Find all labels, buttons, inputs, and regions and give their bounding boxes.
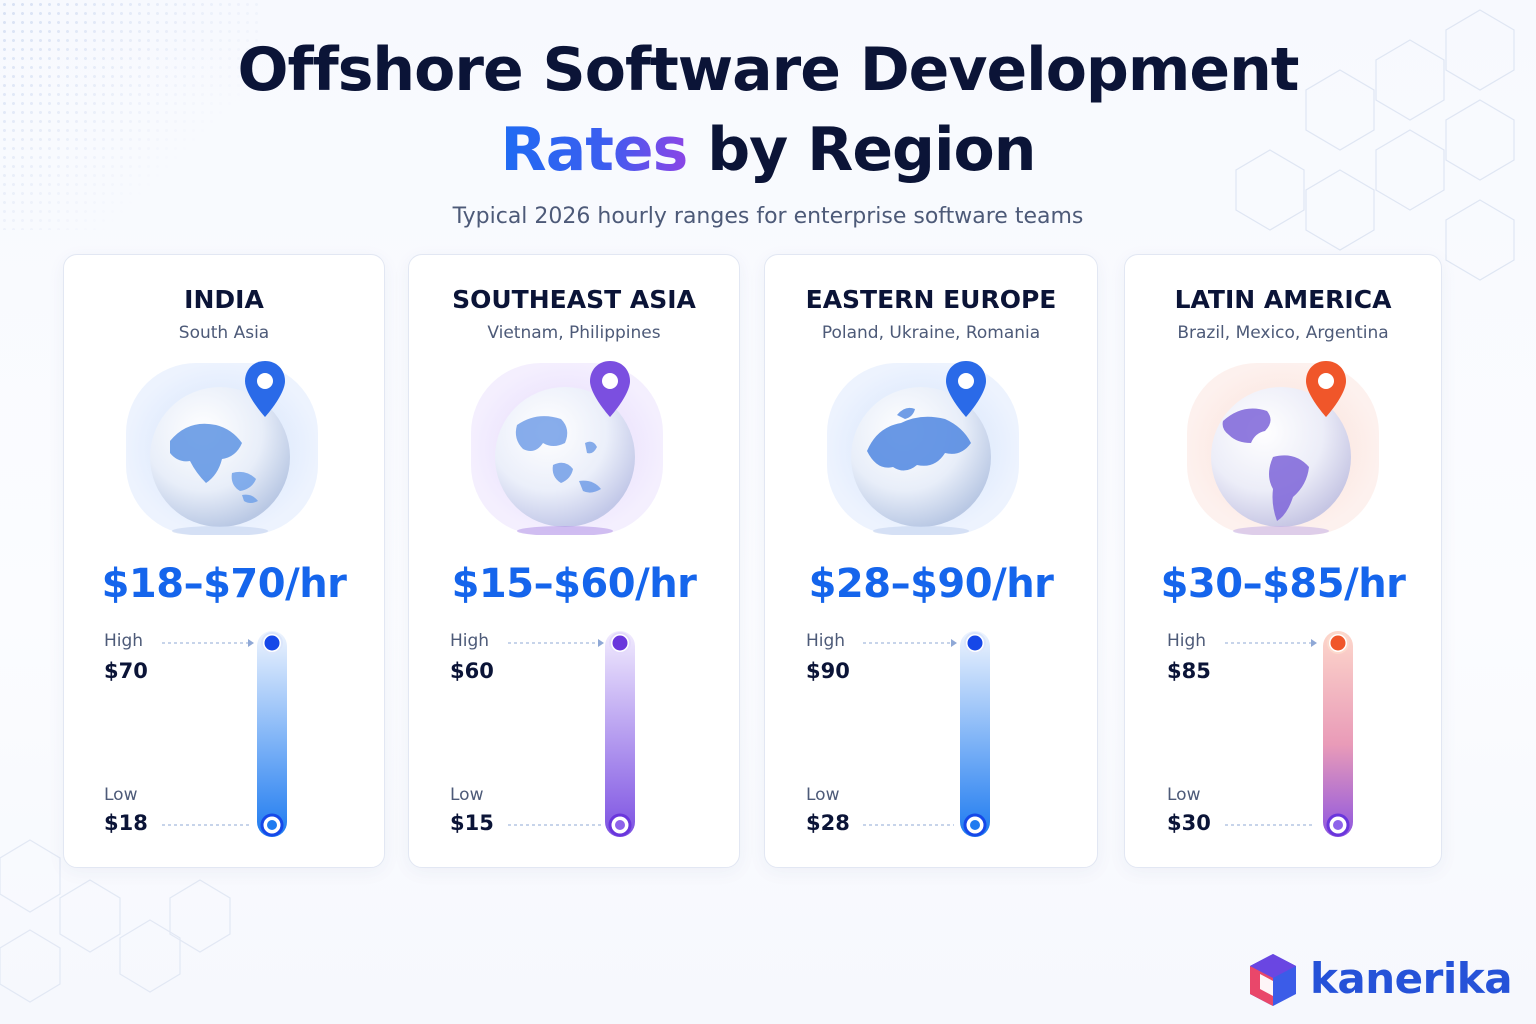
high-label: High [450, 631, 490, 651]
globe-southeast-asia-icon [467, 355, 667, 536]
range-bar-chart [162, 631, 287, 837]
range-bar-chart [863, 631, 990, 837]
globe-asia-icon [122, 355, 322, 536]
brand-logo: kanerika [1246, 952, 1513, 1012]
range-bar-chart [508, 631, 635, 837]
region-card-latin-america: LATIN AMERICA Brazil, Mexico, Argentina … [1124, 254, 1442, 868]
kanerika-cube-logo [1250, 954, 1296, 1006]
high-label: High [1167, 631, 1207, 651]
rate-range-label: $15–$60/hr [451, 561, 697, 607]
globe-europe-icon [823, 355, 1023, 536]
high-value: $90 [806, 659, 850, 683]
hexagon-pattern-top-right [1235, 9, 1515, 281]
range-bar-chart [1225, 631, 1353, 837]
hexagon-pattern-bottom-left [0, 839, 231, 1003]
high-label: High [806, 631, 846, 651]
low-label: Low [450, 785, 484, 805]
region-card-india: INDIA South Asia $18–$70/hr High $70 Low… [63, 254, 385, 868]
range-bar [257, 631, 287, 837]
region-name: SOUTHEAST ASIA [452, 285, 696, 314]
region-name: LATIN AMERICA [1174, 285, 1392, 314]
map-pin-icon [946, 361, 986, 417]
map-pin-icon [590, 361, 630, 417]
low-label: Low [104, 785, 138, 805]
brand-name: kanerika [1310, 954, 1513, 1003]
region-card-southeast-asia: SOUTHEAST ASIA Vietnam, Philippines $15–… [408, 254, 740, 868]
map-pin-icon [245, 361, 285, 417]
page-title-line1: Offshore Software Development [237, 35, 1300, 105]
range-bar [960, 631, 990, 837]
high-value: $85 [1167, 659, 1211, 683]
range-bar [1323, 631, 1353, 837]
page-subtitle: Typical 2026 hourly ranges for enterpris… [452, 204, 1084, 229]
dot-pattern [0, 0, 260, 230]
low-label: Low [1167, 785, 1201, 805]
low-value: $28 [806, 811, 850, 835]
low-value: $18 [104, 811, 148, 835]
map-pin-icon [1306, 361, 1346, 417]
page-title-line2: Rates by Region [0, 114, 1536, 186]
low-label: Low [806, 785, 840, 805]
high-value: $60 [450, 659, 494, 683]
region-name: INDIA [184, 285, 264, 314]
region-name: EASTERN EUROPE [805, 285, 1057, 314]
low-value: $30 [1167, 811, 1211, 835]
rate-range-label: $28–$90/hr [808, 561, 1054, 607]
title-rest: by Region [707, 115, 1036, 185]
region-card-eastern-europe: EASTERN EUROPE Poland, Ukraine, Romania … [764, 254, 1098, 868]
range-bar [605, 631, 635, 837]
rate-range-label: $18–$70/hr [101, 561, 347, 607]
region-countries: Poland, Ukraine, Romania [821, 323, 1041, 343]
high-value: $70 [104, 659, 148, 683]
high-label: High [104, 631, 144, 651]
rate-range-label: $30–$85/hr [1160, 561, 1406, 607]
region-countries: Vietnam, Philippines [487, 323, 661, 343]
globe-americas-icon [1183, 355, 1383, 536]
title-accent-word: Rates [500, 115, 689, 185]
low-value: $15 [450, 811, 494, 835]
region-countries: Brazil, Mexico, Argentina [1177, 323, 1389, 343]
region-countries: South Asia [178, 323, 270, 343]
